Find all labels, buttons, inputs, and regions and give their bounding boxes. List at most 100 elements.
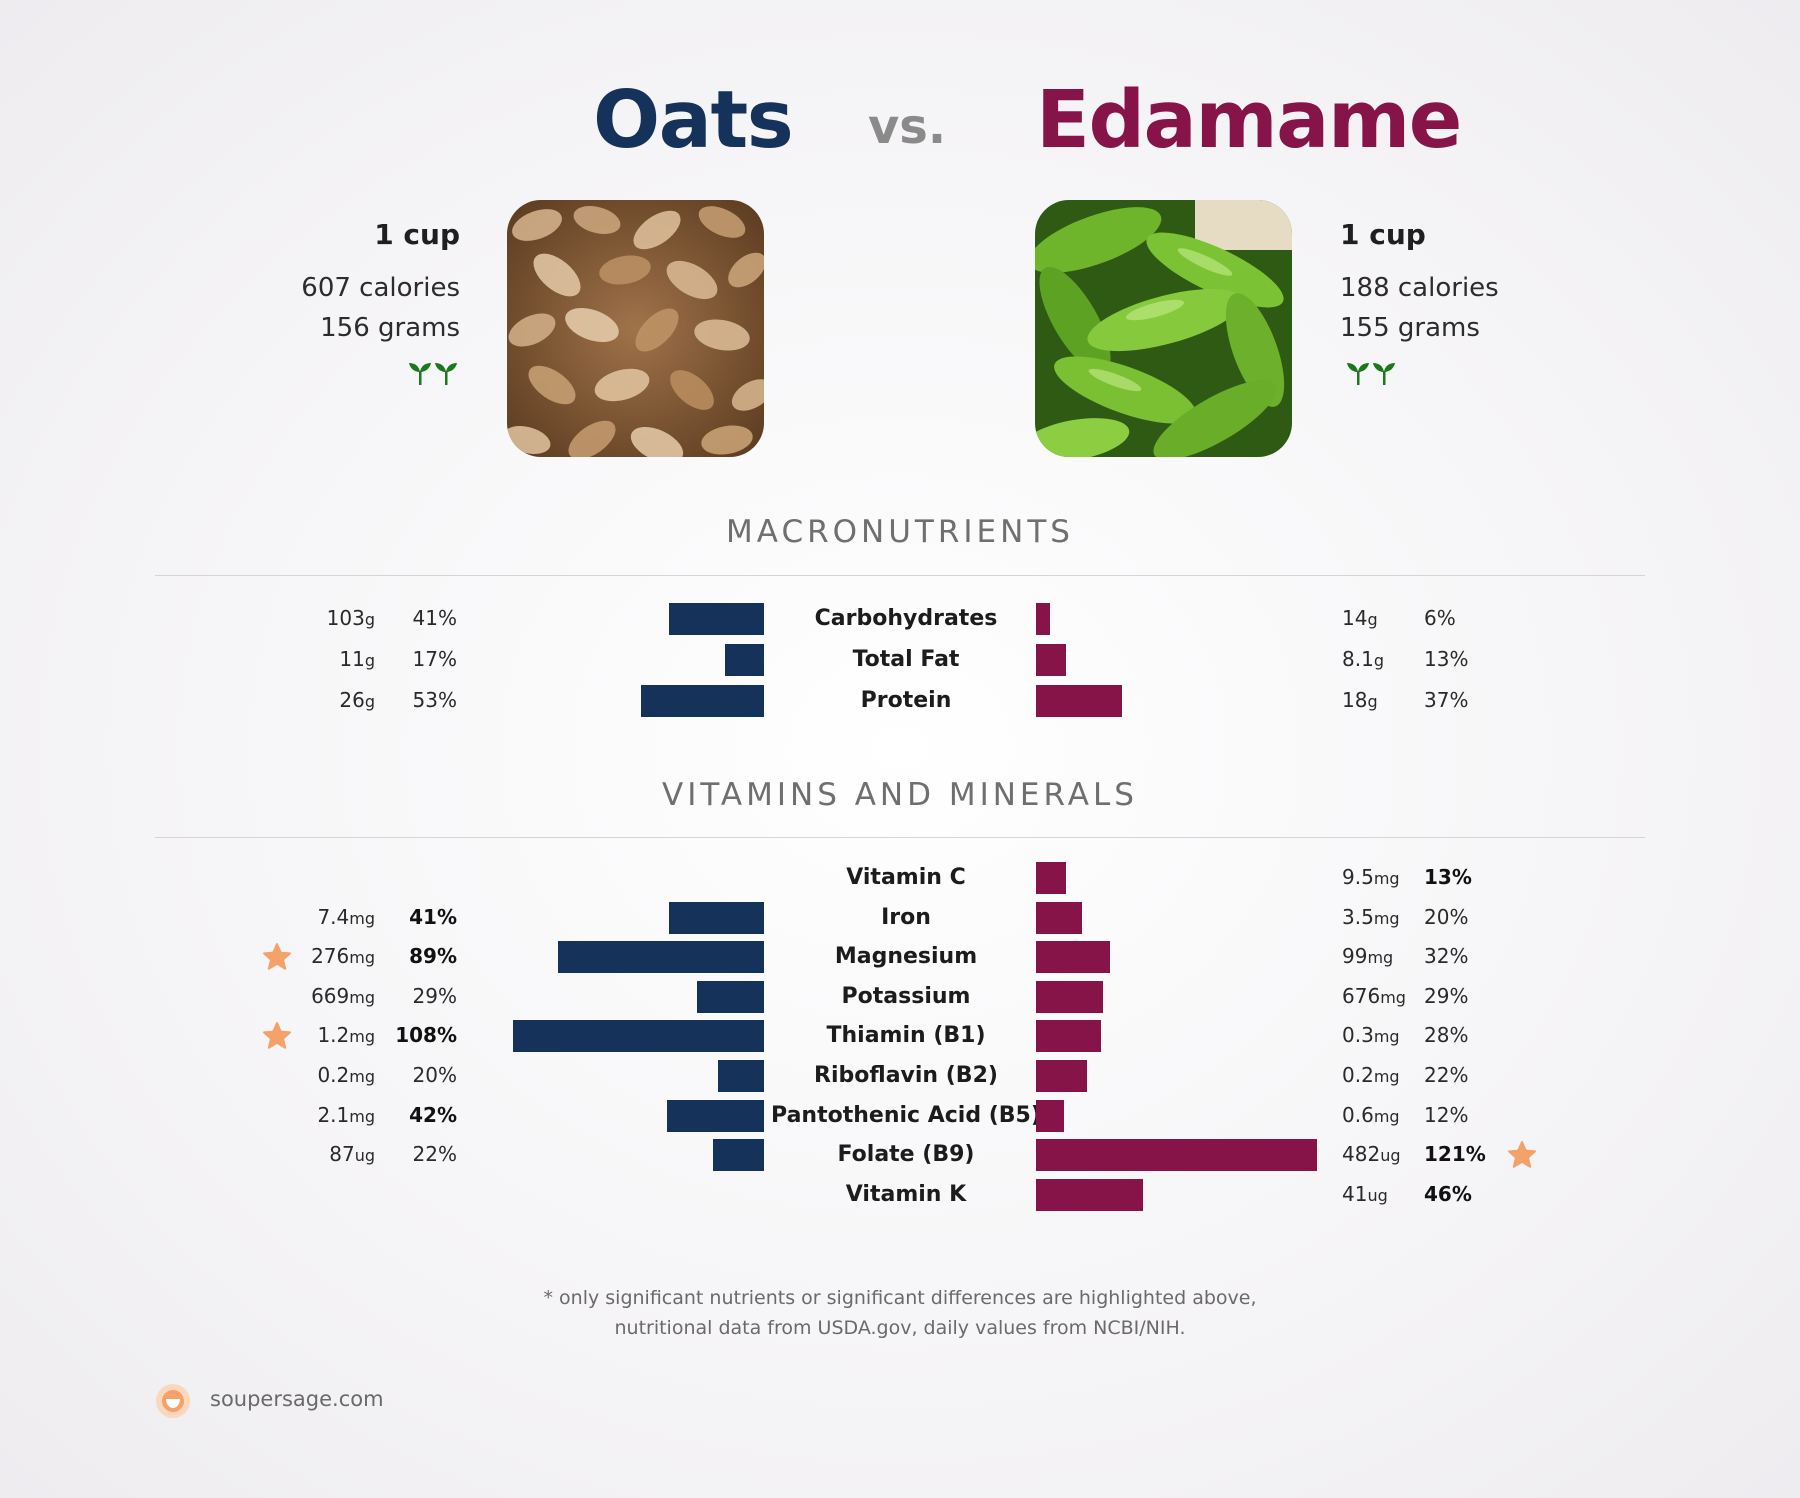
- nutrient-label: Iron: [881, 904, 931, 930]
- amount-value: 41: [1342, 1181, 1368, 1206]
- nutrient-label: Pantothenic Acid (B5): [771, 1102, 1041, 1128]
- bar-edamame: [1036, 685, 1122, 717]
- left-percent: 108%: [395, 1023, 457, 1048]
- star-icon: [263, 943, 291, 970]
- left-percent: 89%: [409, 944, 457, 969]
- right-amount: 676mg: [1342, 984, 1406, 1008]
- amount-value: 8.1: [1342, 647, 1374, 671]
- nutrient-label: Vitamin C: [846, 865, 966, 890]
- section-title-macronutrients: MACRONUTRIENTS: [726, 514, 1074, 550]
- right-percent: 32%: [1424, 944, 1469, 969]
- vegan-sprout-icon: [1347, 363, 1395, 385]
- amount-unit: mg: [1367, 948, 1394, 968]
- amount-unit: mg: [349, 908, 375, 928]
- right-percent: 13%: [1424, 865, 1472, 889]
- amount-value: 9.5: [1342, 865, 1374, 889]
- bar-edamame: [1036, 862, 1067, 894]
- amount-unit: ug: [1380, 1146, 1401, 1166]
- right-amount: 0.2mg: [1342, 1063, 1400, 1087]
- bar-oats: [712, 1139, 764, 1172]
- right-amount: 9.5mg: [1342, 865, 1400, 889]
- right-amount: 8.1g: [1342, 647, 1384, 671]
- bar-oats: [666, 1099, 764, 1132]
- bar-edamame: [1036, 941, 1111, 974]
- edamame-photo: [1035, 200, 1292, 457]
- right-percent: 37%: [1424, 688, 1469, 712]
- bar-oats: [724, 644, 764, 676]
- bar-oats: [513, 1020, 764, 1053]
- right-percent: 29%: [1424, 983, 1469, 1008]
- amount-value: 14: [1342, 606, 1368, 630]
- bar-oats: [557, 941, 764, 974]
- amount-value: 0.2: [317, 1063, 350, 1087]
- nutrient-label: Carbohydrates: [814, 606, 998, 631]
- amount-value: 1.2: [317, 1023, 350, 1048]
- left-percent: 41%: [412, 606, 457, 630]
- amount-unit: g: [1367, 610, 1378, 629]
- bar-edamame: [1036, 1139, 1317, 1172]
- right-percent: 46%: [1424, 1181, 1472, 1206]
- left-amount: 276mg: [311, 944, 375, 968]
- amount-unit: g: [364, 692, 375, 711]
- bar-edamame: [1036, 603, 1050, 635]
- left-percent: 20%: [412, 1063, 457, 1087]
- bar-oats: [696, 980, 764, 1013]
- bar-edamame: [1036, 901, 1083, 934]
- left-percent: 29%: [412, 983, 457, 1008]
- footnote-line-1: * only significant nutrients or signific…: [543, 1287, 1257, 1309]
- star-icon: [263, 1022, 291, 1050]
- nutrient-label: Thiamin (B1): [826, 1023, 986, 1049]
- amount-value: 676: [1342, 983, 1381, 1008]
- amount-value: 0.3: [1342, 1023, 1374, 1048]
- oats-photo: [507, 200, 764, 457]
- left-serving: 1 cup: [374, 218, 460, 251]
- amount-value: 7.4: [317, 904, 350, 929]
- right-calories: 188 calories: [1340, 273, 1499, 303]
- bar-oats: [641, 685, 764, 717]
- amount-value: 99: [1342, 944, 1368, 969]
- bar-oats: [668, 603, 764, 635]
- food-title-left: Oats: [593, 74, 794, 166]
- right-percent: 28%: [1424, 1023, 1469, 1048]
- right-amount: 99mg: [1342, 944, 1393, 968]
- right-percent: 13%: [1424, 647, 1469, 671]
- nutrient-label: Riboflavin (B2): [814, 1063, 998, 1088]
- amount-value: 0.2: [1342, 1063, 1374, 1087]
- amount-unit: ug: [354, 1146, 375, 1166]
- left-percent: 42%: [409, 1102, 457, 1127]
- bar-edamame: [1036, 1060, 1088, 1092]
- section-divider: [155, 575, 1645, 576]
- bar-edamame: [1036, 1099, 1064, 1132]
- amount-unit: mg: [1373, 1067, 1400, 1086]
- soupersage-logo-icon: [156, 1384, 190, 1418]
- nutrient-label: Protein: [860, 688, 952, 713]
- footnote-line-2: nutritional data from USDA.gov, daily va…: [614, 1317, 1186, 1339]
- left-percent: 53%: [412, 688, 457, 712]
- amount-value: 26: [339, 688, 365, 712]
- left-amount: 0.2mg: [317, 1063, 375, 1087]
- amount-value: 87: [329, 1142, 355, 1167]
- left-amount: 103g: [327, 606, 375, 630]
- left-calories: 607 calories: [301, 273, 460, 303]
- footnote: * only significant nutrients or signific…: [0, 1283, 1800, 1343]
- left-amount: 26g: [339, 688, 375, 712]
- amount-value: 276: [311, 944, 350, 969]
- left-percent: 17%: [412, 647, 457, 671]
- right-grams: 155 grams: [1340, 313, 1480, 343]
- left-amount: 7.4mg: [317, 905, 375, 929]
- right-amount: 14g: [1342, 606, 1378, 630]
- amount-value: 482: [1342, 1142, 1381, 1167]
- right-percent: 22%: [1424, 1063, 1469, 1087]
- amount-unit: g: [1373, 651, 1384, 670]
- amount-value: 669: [311, 983, 350, 1008]
- amount-unit: mg: [1380, 987, 1406, 1007]
- right-amount: 482ug: [1342, 1142, 1400, 1166]
- amount-unit: g: [1367, 692, 1378, 711]
- amount-unit: mg: [1373, 869, 1400, 888]
- amount-value: 0.6: [1342, 1102, 1374, 1127]
- amount-unit: mg: [1373, 1106, 1400, 1126]
- brand-link[interactable]: soupersage.com: [210, 1387, 384, 1411]
- amount-value: 11: [339, 647, 365, 671]
- left-amount: 11g: [339, 647, 375, 671]
- right-amount: 3.5mg: [1342, 905, 1400, 929]
